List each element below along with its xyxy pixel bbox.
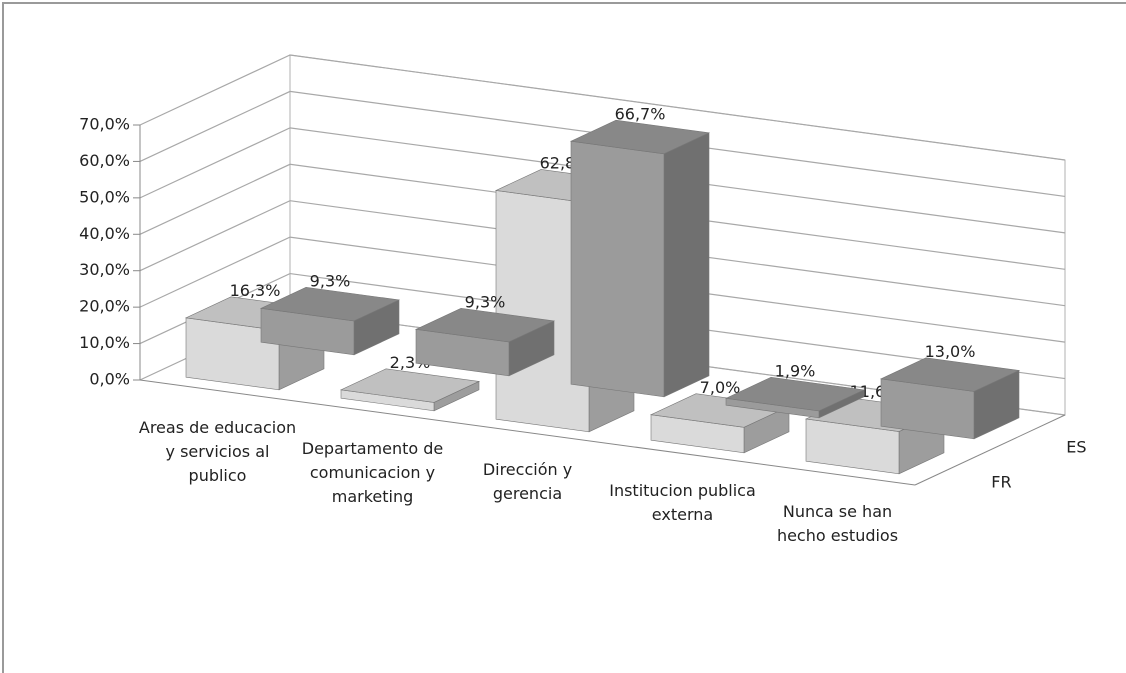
bar-top <box>879 357 1021 392</box>
y-tick-label: 60,0% <box>79 151 130 170</box>
bar <box>339 368 481 412</box>
series-label: FR <box>991 472 1011 491</box>
x-tick-label: Areas de educacion y servicios al public… <box>138 417 297 485</box>
grid-line <box>139 90 1066 198</box>
bar-side <box>663 132 710 398</box>
bar <box>724 376 866 419</box>
bar-top <box>569 119 711 155</box>
x-tick-label: Dirección y gerencia <box>482 459 573 503</box>
bar <box>259 287 401 356</box>
bar-top <box>259 287 401 322</box>
bar-front <box>570 140 665 398</box>
y-tick-label: 0,0% <box>89 370 130 389</box>
grid-line <box>139 236 1066 343</box>
y-tick-label: 50,0% <box>79 187 130 206</box>
value-label: 1,9% <box>775 362 816 381</box>
y-tick-label: 10,0% <box>79 333 130 352</box>
y-tick-label: 30,0% <box>79 260 130 279</box>
x-axis <box>139 379 916 486</box>
y-tick-label: 20,0% <box>79 297 130 316</box>
y-tick-label: 70,0% <box>79 115 130 134</box>
series-label: ES <box>1066 437 1086 456</box>
value-label: 13,0% <box>925 342 976 361</box>
bar-top <box>339 368 481 403</box>
grid-line <box>139 200 1066 307</box>
y-tick-label: 40,0% <box>79 224 130 243</box>
grid-line <box>139 163 1066 270</box>
x-tick-label: Departamento de comunicacion y marketing <box>301 438 444 506</box>
x-tick-label: Nunca se han hecho estudios <box>776 501 899 545</box>
bar <box>414 308 556 377</box>
value-label: 7,0% <box>700 378 741 397</box>
value-label: 9,3% <box>465 293 506 312</box>
bar-top <box>724 376 866 412</box>
grid-line <box>139 54 1066 161</box>
bar-top <box>414 308 556 343</box>
value-label: 16,3% <box>230 281 281 300</box>
value-label: 9,3% <box>310 272 351 291</box>
bar <box>879 357 1021 440</box>
grid-line <box>139 127 1066 234</box>
x-tick-label: Institucion publica externa <box>609 480 756 524</box>
value-label: 66,7% <box>615 105 666 124</box>
bar <box>569 119 711 398</box>
depth-axis <box>914 414 1066 486</box>
